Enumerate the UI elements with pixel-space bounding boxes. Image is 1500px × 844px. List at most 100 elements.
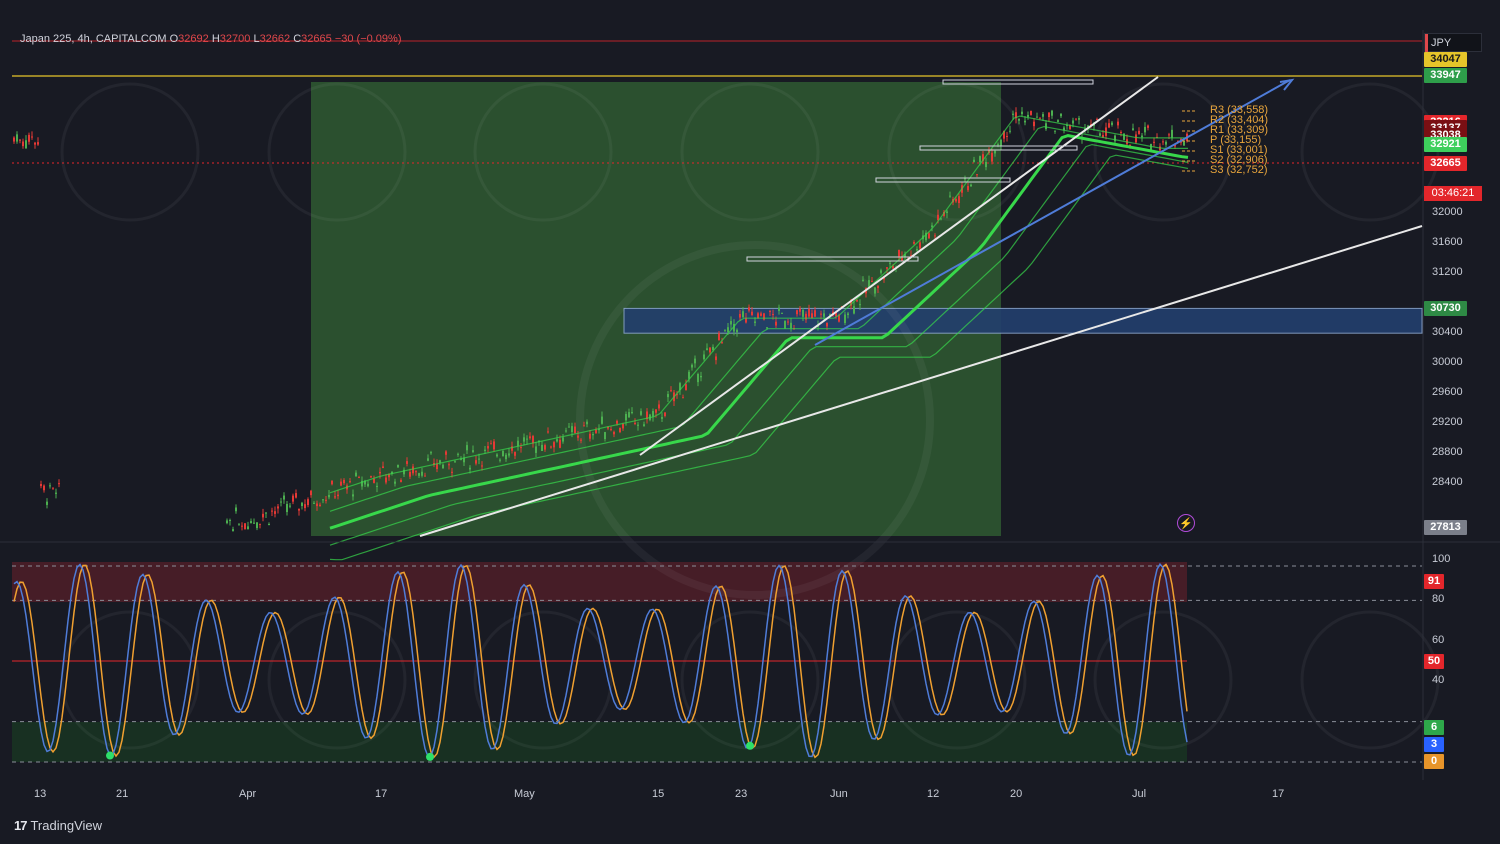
- candle-body: [454, 461, 456, 463]
- open-label: O: [169, 33, 179, 45]
- candle-body: [1048, 112, 1050, 118]
- candle-body: [583, 425, 585, 427]
- candle-body: [397, 464, 399, 468]
- ema-line: [329, 125, 1188, 512]
- candle-body: [1120, 131, 1122, 133]
- candle-body: [706, 348, 708, 350]
- candle-body: [13, 137, 15, 142]
- candle-body: [586, 421, 588, 425]
- candle-body: [472, 450, 474, 452]
- candle-body: [736, 329, 738, 333]
- candle-body: [469, 467, 471, 470]
- candle-body: [1168, 134, 1170, 136]
- candle-body: [226, 520, 228, 524]
- candle-body: [733, 323, 735, 332]
- candle-body: [1174, 144, 1176, 147]
- candle-body: [904, 254, 906, 258]
- candle-body: [835, 312, 837, 317]
- osc-tick-label: 60: [1432, 633, 1445, 646]
- candle-body: [979, 156, 981, 163]
- time-tick-label: May: [514, 788, 535, 800]
- watermark-ring: [60, 82, 200, 222]
- candle-body: [628, 412, 630, 418]
- candle-body: [1141, 135, 1143, 138]
- candle-body: [634, 422, 636, 424]
- low-label: L: [253, 33, 260, 45]
- candle-body: [748, 307, 750, 311]
- candle-body: [577, 435, 579, 438]
- candle-body: [424, 475, 426, 477]
- time-tick-label: Apr: [239, 788, 257, 800]
- candle-body: [853, 306, 855, 314]
- candle-body: [1060, 113, 1062, 117]
- candle-body: [1021, 111, 1023, 115]
- candle-body: [562, 437, 564, 442]
- candle-body: [58, 483, 60, 485]
- candle-body: [589, 433, 591, 439]
- candle-body: [1111, 122, 1113, 125]
- candle-body: [724, 330, 726, 332]
- candle-body: [1039, 117, 1041, 119]
- candle-body: [19, 139, 21, 141]
- zones-layer: [12, 82, 1423, 762]
- candle-body: [766, 327, 768, 329]
- candle-body: [265, 512, 267, 514]
- candle-body: [307, 499, 309, 506]
- candle-body: [844, 314, 846, 324]
- candle-body: [415, 471, 417, 473]
- price-tag: 32921: [1424, 136, 1467, 152]
- watermark-ring: [680, 82, 820, 222]
- candle-body: [427, 458, 429, 461]
- candle-body: [466, 445, 468, 451]
- candle-body: [232, 529, 234, 532]
- candle-body: [505, 454, 507, 460]
- price-tag: 34047: [1424, 52, 1467, 67]
- drawings-layer[interactable]: [419, 76, 1423, 537]
- candle-body: [253, 522, 255, 524]
- candle-body: [949, 195, 951, 197]
- currency-label[interactable]: JPY: [1424, 33, 1482, 53]
- candle-body: [229, 520, 231, 522]
- candle-body: [259, 523, 261, 525]
- trendline-blue: [814, 79, 1291, 346]
- candle-body: [277, 506, 279, 509]
- symbol-legend[interactable]: Japan 225, 4h, CAPITALCOM O32692 H32700 …: [20, 33, 401, 45]
- candle-body: [709, 347, 711, 353]
- candle-body: [1015, 112, 1017, 119]
- trendline-long: [419, 225, 1423, 537]
- candle-body: [781, 312, 783, 314]
- candle-body: [802, 309, 804, 317]
- candle-body: [355, 472, 357, 477]
- candle-body: [250, 521, 252, 524]
- candle-body: [697, 373, 699, 383]
- candle-body: [730, 321, 732, 325]
- candle-body: [595, 429, 597, 434]
- candle-body: [784, 320, 786, 329]
- candle-body: [394, 481, 396, 484]
- candle-body: [862, 279, 864, 282]
- candle-body: [994, 150, 996, 154]
- candle-body: [1018, 118, 1020, 121]
- lightning-icon[interactable]: ⚡: [1177, 514, 1195, 532]
- bar-countdown: 03:46:21: [1424, 186, 1482, 201]
- pivot-label: R3 (33,558): [1210, 104, 1269, 116]
- candle-body: [304, 504, 306, 509]
- candle-body: [556, 439, 558, 442]
- candle-body: [1045, 123, 1047, 130]
- candle-body: [940, 218, 942, 220]
- candle-body: [388, 474, 390, 478]
- candle-body: [928, 233, 930, 239]
- candle-body: [880, 270, 882, 273]
- candle-body: [946, 211, 948, 214]
- candle-body: [268, 523, 270, 526]
- candle-body: [334, 496, 336, 498]
- candle-body: [646, 411, 648, 420]
- pivot-label: R2 (33,404): [1210, 114, 1269, 126]
- candle-body: [610, 429, 612, 431]
- candle-body: [406, 461, 408, 464]
- candle-body: [523, 437, 525, 442]
- stoch-k-line: [13, 562, 1188, 758]
- tradingview-brand[interactable]: 17 TradingView: [14, 818, 102, 833]
- watermark-ring: [1300, 610, 1440, 750]
